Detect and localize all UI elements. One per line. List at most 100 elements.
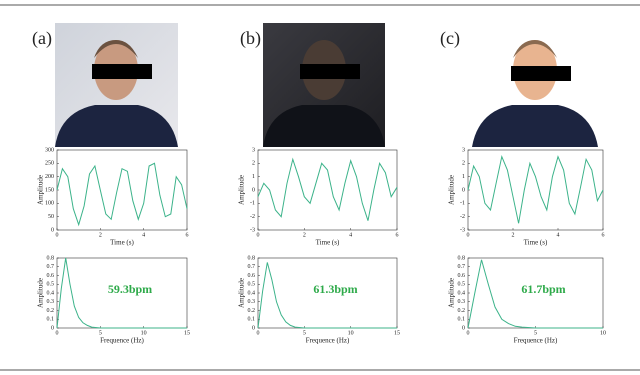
signal-line [56,257,187,329]
plot-frame [467,149,604,231]
x-tick-label: 6 [602,232,605,238]
x-tick-label: 4 [349,232,352,238]
y-tick-label: 0 [252,187,255,193]
y-tick-label: 0.4 [47,290,55,296]
x-tick-label: 2 [99,232,102,238]
x-tick-label: 10 [348,330,354,336]
x-tick-label: 5 [534,330,537,336]
y-tick-label: 50 [48,214,54,220]
x-axis-label: Time (s) [524,239,548,247]
photo-b [263,23,385,147]
y-axis-label: Amplitude [238,278,246,308]
y-tick-label: 0.5 [248,282,256,288]
y-tick-label: 0.1 [47,317,55,323]
y-tick-label: 0.7 [47,264,55,270]
photo-c [470,23,600,147]
y-tick-label: 0.5 [47,282,55,288]
y-tick-label: 0.2 [248,308,256,314]
y-axis-label: Amplitude [448,175,456,205]
y-tick-label: 250 [45,161,54,167]
x-axis-label: Frequence (Hz) [100,337,144,345]
x-tick-label: 6 [396,232,399,238]
x-axis-label: Time (s) [110,239,134,247]
x-tick-label: 5 [303,330,306,336]
y-tick-label: -1 [460,201,465,207]
y-tick-label: 0.6 [248,273,256,279]
signal-line [257,262,397,329]
y-tick-label: 0.6 [47,273,55,279]
x-tick-label: 2 [512,232,515,238]
y-tick-label: -2 [460,214,465,220]
y-tick-label: 0.3 [248,299,256,305]
y-tick-label: -3 [460,227,465,233]
x-tick-label: 0 [257,232,260,238]
x-tick-label: 4 [142,232,145,238]
photo-a [55,23,178,147]
y-tick-label: 1 [462,174,465,180]
x-tick-label: 5 [99,330,102,336]
y-tick-label: -3 [250,227,255,233]
y-tick-label: 0 [252,325,255,331]
y-tick-label: 0 [51,325,54,331]
x-tick-label: 4 [557,232,560,238]
y-tick-label: 3 [462,147,465,153]
y-tick-label: 0.5 [458,282,466,288]
y-tick-label: 0.6 [458,273,466,279]
y-tick-label: 0.3 [47,299,55,305]
y-tick-label: 0.4 [458,290,466,296]
x-tick-label: 0 [257,330,260,336]
y-tick-label: 0.2 [47,308,55,314]
x-tick-label: 15 [394,330,400,336]
y-tick-label: 0.1 [458,317,466,323]
y-tick-label: 200 [45,174,54,180]
y-tick-label: 0.4 [248,290,256,296]
y-tick-label: 0.7 [248,264,256,270]
signal-line [56,162,188,227]
x-tick-label: 0 [467,330,470,336]
y-tick-label: 1 [252,174,255,180]
y-tick-label: 2 [462,161,465,167]
x-tick-label: 6 [186,232,189,238]
signal-line [467,259,603,329]
y-tick-label: 3 [252,147,255,153]
y-axis-label: Amplitude [448,278,456,308]
y-tick-label: 0.1 [248,317,256,323]
y-tick-label: -2 [250,214,255,220]
panel-label: (a) [32,28,52,49]
y-tick-label: 300 [45,147,54,153]
bpm-annotation: 59.3bpm [108,282,152,296]
panel-label: (b) [240,28,261,49]
x-tick-label: 10 [600,330,606,336]
x-tick-label: 0 [467,232,470,238]
y-axis-label: Amplitude [37,278,45,308]
plot-frame [257,149,398,231]
y-tick-label: 0.8 [47,255,55,261]
bpm-annotation: 61.7bpm [521,282,565,296]
y-tick-label: 0.3 [458,299,466,305]
x-tick-label: 10 [141,330,147,336]
y-tick-label: 0.8 [248,255,256,261]
y-tick-label: 0 [462,187,465,193]
y-axis-label: Amplitude [238,175,246,205]
y-tick-label: 0.7 [458,264,466,270]
x-tick-label: 15 [184,330,190,336]
x-axis-label: Frequence (Hz) [514,337,558,345]
bpm-annotation: 61.3bpm [313,282,357,296]
y-tick-label: 0 [51,227,54,233]
x-tick-label: 2 [303,232,306,238]
y-axis-label: Amplitude [37,175,45,205]
y-tick-label: 0.2 [458,308,466,314]
x-tick-label: 0 [56,330,59,336]
y-tick-label: 100 [45,201,54,207]
panel-label: (c) [440,28,460,49]
x-tick-label: 0 [56,232,59,238]
x-axis-label: Frequence (Hz) [306,337,350,345]
y-tick-label: 0.8 [458,255,466,261]
y-tick-label: 2 [252,161,255,167]
signal-line [257,157,398,221]
y-tick-label: 150 [45,187,54,193]
y-tick-label: -1 [250,201,255,207]
signal-line [467,155,604,224]
y-tick-label: 0 [462,325,465,331]
